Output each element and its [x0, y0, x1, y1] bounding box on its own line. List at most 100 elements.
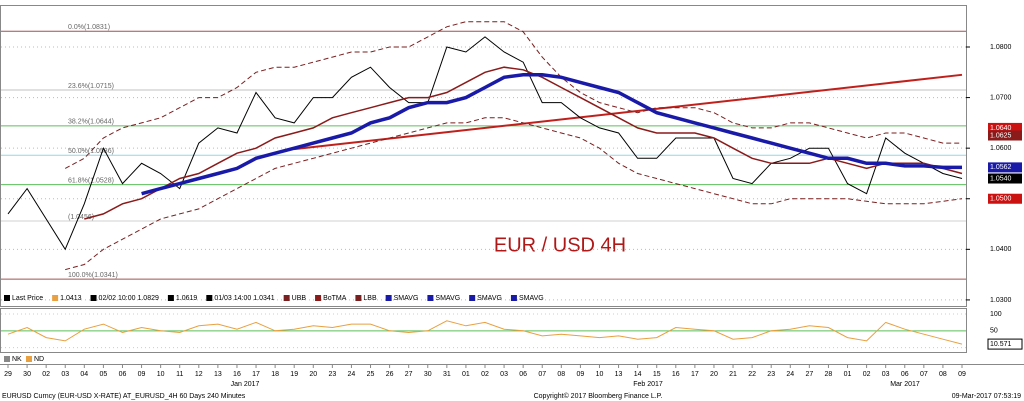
- legend-swatch: [26, 356, 32, 362]
- x-tick-label: 19: [290, 371, 298, 378]
- x-tick-label: 08: [939, 371, 947, 378]
- x-tick-label: 10: [157, 371, 165, 378]
- x-tick-label: 27: [805, 371, 813, 378]
- legend-label: BoTMA: [323, 295, 347, 302]
- series-line: [65, 117, 963, 271]
- x-tick-label: 28: [825, 371, 833, 378]
- x-tick-label: 02: [481, 371, 489, 378]
- trendline: [294, 73, 963, 151]
- price-tag-label: 1.0540: [990, 175, 1012, 182]
- indicator-line: [7, 320, 963, 345]
- legend-label: ND: [34, 356, 44, 363]
- x-tick-label: 05: [100, 371, 108, 378]
- legend-label: 02/02 10:00 1.0829: [99, 295, 159, 302]
- x-tick-label: 15: [653, 371, 661, 378]
- x-tick-label: 03: [61, 371, 69, 378]
- x-tick-label: 27: [405, 371, 413, 378]
- series-line: [64, 21, 962, 169]
- x-tick-label: 23: [767, 371, 775, 378]
- fib-label: (1.0456): [68, 214, 94, 221]
- fib-label: 61.8%(1.0528): [68, 177, 114, 184]
- x-tick-label: 13: [214, 371, 222, 378]
- x-tick-label: 31: [443, 371, 451, 378]
- month-label: Jan 2017: [231, 381, 260, 388]
- x-tick-label: 09: [138, 371, 146, 378]
- y-tick-label: 1.0600: [990, 145, 1012, 152]
- legend-swatch: [206, 295, 213, 301]
- y-tick-label: 1.0300: [990, 297, 1012, 304]
- x-tick-label: 20: [710, 371, 718, 378]
- x-tick-label: 03: [882, 371, 890, 378]
- legend-label: SMAVG: [435, 295, 460, 302]
- legend-swatch: [510, 295, 517, 301]
- legend-swatch: [90, 295, 97, 301]
- x-tick-label: 08: [557, 371, 565, 378]
- indicator-tag: [987, 338, 1023, 350]
- price-tag-label: 1.0500: [990, 196, 1012, 203]
- legend-swatch: [315, 295, 322, 301]
- x-tick-label: 24: [786, 371, 794, 378]
- x-tick-label: 12: [195, 371, 203, 378]
- x-tick-label: 14: [634, 371, 642, 378]
- fib-label: 0.0%(1.0831): [68, 24, 110, 31]
- legend-label: LBB: [363, 295, 377, 302]
- legend-label: NK: [12, 356, 22, 363]
- footer-center: Copyright© 2017 Bloomberg Finance L.P.: [534, 392, 663, 400]
- x-tick-label: 17: [691, 371, 699, 378]
- legend-swatch: [52, 295, 59, 301]
- x-tick-label: 16: [672, 371, 680, 378]
- x-tick-label: 02: [42, 371, 50, 378]
- x-tick-label: 20: [309, 371, 317, 378]
- series-line: [84, 66, 963, 220]
- legend-label: SMAVG: [477, 295, 502, 302]
- fib-label: 38.2%(1.0644): [68, 119, 114, 126]
- x-tick-label: 03: [500, 371, 508, 378]
- x-tick-label: 09: [577, 371, 585, 378]
- legend-swatch: [167, 295, 174, 301]
- legend-label: 01/03 14:00 1.0341: [214, 295, 274, 302]
- fib-label: 50.0%(1.0586): [68, 148, 114, 155]
- legend-label: SMAVG: [394, 295, 419, 302]
- indicator-tick-label: 50: [990, 328, 998, 335]
- series-line: [141, 73, 962, 196]
- x-tick-label: 13: [615, 371, 623, 378]
- x-tick-label: 21: [729, 371, 737, 378]
- x-tick-label: 30: [23, 371, 31, 378]
- indicator-tick-label: 100: [990, 311, 1002, 318]
- x-tick-label: 01: [844, 371, 852, 378]
- indicator-tag-label: 10.571: [990, 341, 1012, 348]
- legend-swatch: [427, 295, 434, 301]
- x-tick-label: 01: [462, 371, 470, 378]
- legend-swatch: [469, 295, 476, 301]
- price-tag: [988, 193, 1022, 204]
- legend-label: UBB: [292, 295, 307, 302]
- chart-title: EUR / USD 4H: [494, 234, 626, 256]
- x-tick-label: 02: [863, 371, 871, 378]
- price-tag-label: 1.0640: [990, 125, 1012, 132]
- x-tick-label: 26: [386, 371, 394, 378]
- legend-swatch: [4, 295, 10, 301]
- month-label: Feb 2017: [633, 381, 663, 388]
- x-tick-label: 06: [901, 371, 909, 378]
- price-tag: [988, 162, 1022, 173]
- x-tick-label: 23: [328, 371, 336, 378]
- footer-left: EURUSD Curncy (EUR-USD X-RATE) AT_EURUSD…: [2, 393, 246, 400]
- price-tag-label: 1.0625: [990, 132, 1012, 139]
- x-tick-label: 24: [348, 371, 356, 378]
- price-tag: [988, 122, 1022, 133]
- y-tick-label: 1.0800: [990, 44, 1012, 51]
- y-tick-label: 1.0400: [990, 246, 1012, 253]
- fib-label: 23.6%(1.0715): [68, 83, 114, 90]
- price-tag-label: 1.0562: [990, 164, 1012, 171]
- price-tag: [988, 173, 1022, 184]
- x-tick-label: 07: [920, 371, 928, 378]
- x-tick-label: 16: [233, 371, 241, 378]
- x-tick-label: 25: [367, 371, 375, 378]
- x-tick-label: 30: [424, 371, 432, 378]
- y-tick-label: 1.0700: [990, 94, 1012, 101]
- indicator-panel: [0, 308, 967, 353]
- legend-swatch: [385, 295, 392, 301]
- legend-swatch: [283, 295, 290, 301]
- x-tick-label: 18: [271, 371, 279, 378]
